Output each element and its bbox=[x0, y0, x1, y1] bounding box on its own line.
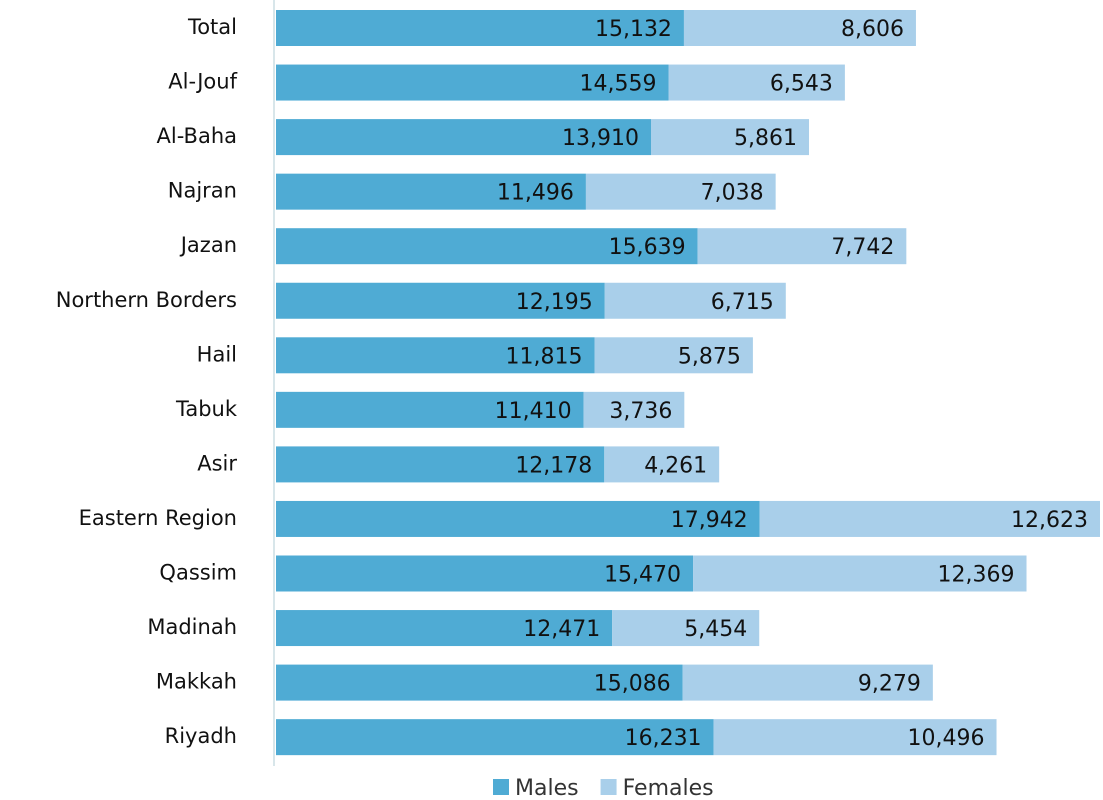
legend-swatch bbox=[600, 779, 617, 795]
value-label: 4,261 bbox=[644, 453, 707, 478]
category-label: Madinah bbox=[147, 615, 237, 639]
category-label: Makkah bbox=[156, 670, 237, 694]
bar-segment bbox=[276, 446, 605, 483]
value-label: 8,606 bbox=[841, 17, 904, 42]
value-label: 11,815 bbox=[506, 344, 583, 369]
value-label: 12,195 bbox=[516, 290, 593, 315]
bar-segment bbox=[276, 555, 694, 592]
bar-segment bbox=[650, 119, 810, 156]
bar-segment bbox=[585, 173, 776, 210]
bar-segment bbox=[276, 228, 698, 265]
bar-segment bbox=[693, 555, 1027, 592]
bar-segment bbox=[276, 173, 586, 210]
legend-label: Females bbox=[623, 776, 714, 800]
bar-segment bbox=[604, 282, 786, 319]
bar-segment bbox=[583, 391, 685, 428]
value-label: 13,910 bbox=[562, 126, 639, 151]
value-label: 6,543 bbox=[770, 72, 833, 97]
value-label: 12,623 bbox=[1011, 508, 1088, 533]
value-label: 5,861 bbox=[734, 126, 797, 151]
value-label: 14,559 bbox=[580, 72, 657, 97]
category-label: Asir bbox=[197, 451, 237, 475]
value-label: 15,086 bbox=[594, 672, 671, 697]
category-label: Al-Jouf bbox=[168, 70, 237, 94]
category-label: Al-Baha bbox=[157, 124, 237, 148]
value-label: 9,279 bbox=[858, 672, 921, 697]
value-label: 5,454 bbox=[684, 617, 747, 642]
bar-segment bbox=[276, 10, 684, 46]
bar-segment bbox=[713, 719, 997, 756]
category-label: Northern Borders bbox=[56, 288, 237, 312]
value-label: 10,496 bbox=[908, 726, 985, 751]
value-label: 5,875 bbox=[678, 344, 741, 369]
category-label: Najran bbox=[168, 179, 237, 203]
value-label: 7,742 bbox=[831, 235, 894, 260]
value-label: 12,178 bbox=[515, 453, 592, 478]
value-label: 11,496 bbox=[497, 181, 574, 206]
category-label: Tabuk bbox=[175, 397, 238, 421]
value-label: 3,736 bbox=[609, 399, 672, 424]
value-label: 12,369 bbox=[938, 563, 1015, 588]
bar-segment bbox=[276, 664, 683, 701]
value-label: 12,471 bbox=[523, 617, 600, 642]
bar-segment bbox=[276, 391, 584, 428]
legend-label: Males bbox=[515, 776, 579, 800]
bar-segment bbox=[276, 719, 714, 756]
value-label: 16,231 bbox=[625, 726, 702, 751]
value-label: 15,639 bbox=[609, 235, 686, 260]
bar-segment bbox=[682, 664, 933, 701]
category-label: Total bbox=[187, 15, 237, 39]
bar-segment bbox=[604, 446, 720, 483]
bar-segment bbox=[759, 500, 1100, 537]
bar-segment bbox=[683, 10, 916, 46]
bar-segment bbox=[276, 337, 595, 374]
bar-segment bbox=[612, 610, 760, 647]
bar-segment bbox=[594, 337, 753, 374]
bar-segment bbox=[276, 610, 613, 647]
bar-segment bbox=[276, 282, 605, 319]
bar-segment bbox=[697, 228, 907, 265]
category-label: Hail bbox=[197, 342, 237, 366]
bar-segment bbox=[276, 500, 760, 537]
value-label: 17,942 bbox=[671, 508, 748, 533]
bar-segment bbox=[276, 119, 651, 156]
bar-segment bbox=[276, 64, 669, 101]
value-label: 6,715 bbox=[711, 290, 774, 315]
value-label: 7,038 bbox=[701, 181, 764, 206]
bar-segment bbox=[668, 64, 845, 101]
value-label: 15,132 bbox=[595, 17, 672, 42]
category-label: Riyadh bbox=[165, 724, 237, 748]
category-label: Qassim bbox=[159, 561, 237, 585]
value-label: 15,470 bbox=[604, 563, 681, 588]
value-label: 11,410 bbox=[495, 399, 572, 424]
category-label: Jazan bbox=[179, 233, 237, 257]
category-label: Eastern Region bbox=[79, 506, 237, 530]
legend-swatch bbox=[493, 779, 509, 795]
